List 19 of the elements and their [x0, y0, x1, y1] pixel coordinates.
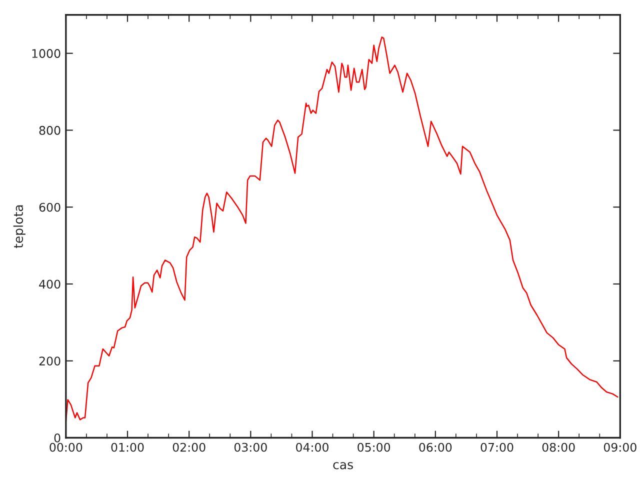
- x-tick-label: 02:00: [172, 442, 206, 452]
- y-tick-label: 600: [39, 202, 60, 212]
- x-tick-label: 03:00: [234, 442, 267, 452]
- x-tick-label: 01:00: [111, 442, 144, 452]
- line-series: [66, 36, 618, 422]
- x-tick-label: 07:00: [480, 442, 514, 452]
- x-axis-title: cas: [333, 462, 353, 470]
- y-tick-label: 400: [39, 280, 60, 289]
- y-tick-label: 800: [39, 126, 60, 135]
- x-tick-label: 09:00: [604, 442, 636, 452]
- x-tick-label: 08:00: [542, 442, 575, 452]
- y-tick-label: 1000: [32, 49, 60, 58]
- x-tick-label: 04:00: [296, 442, 328, 452]
- y-axis-title: teplota: [13, 205, 26, 248]
- x-tick-label: 05:00: [358, 442, 390, 452]
- y-tick-label: 0: [54, 433, 60, 442]
- x-tick-label: 00:00: [50, 442, 82, 452]
- x-tick-label: 06:00: [419, 442, 452, 452]
- y-tick-label: 200: [39, 356, 60, 366]
